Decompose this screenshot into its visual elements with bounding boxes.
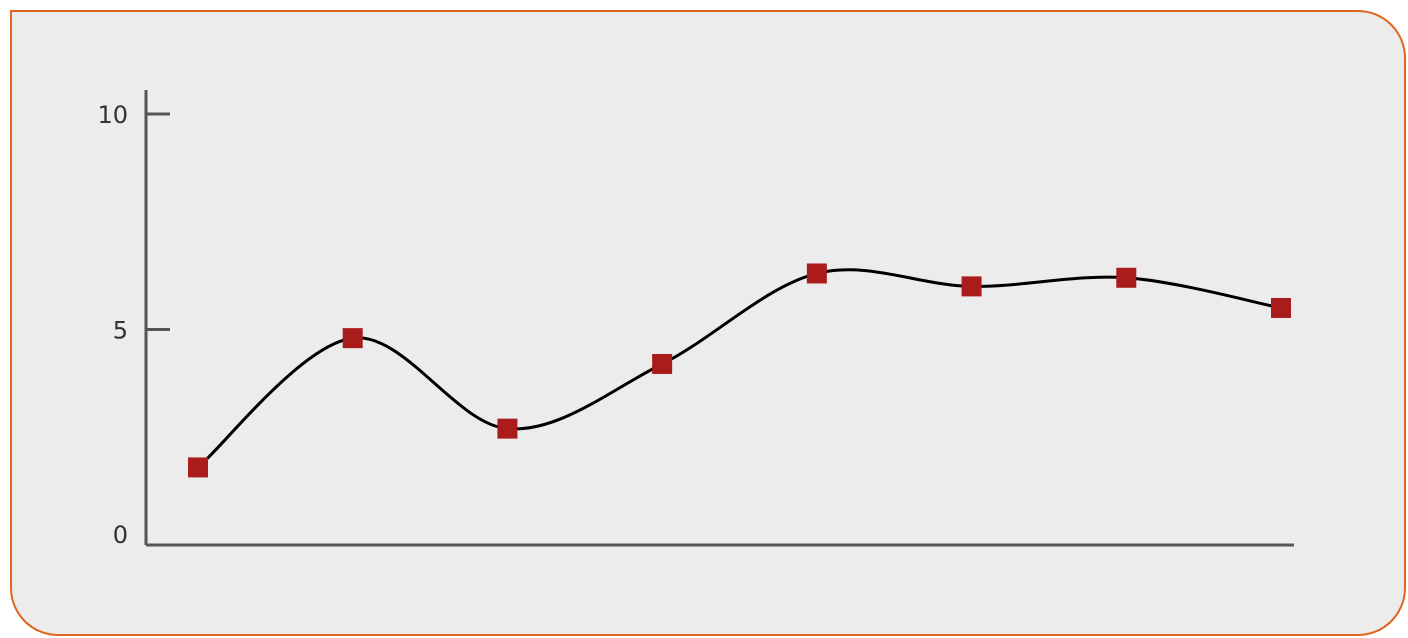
data-point-marker bbox=[1271, 297, 1291, 318]
data-point-marker bbox=[1116, 267, 1137, 288]
y-tick-label: 5 bbox=[113, 317, 128, 345]
data-point-marker bbox=[188, 457, 208, 478]
data-point-marker bbox=[342, 328, 363, 349]
y-ticks: 0 5 10 bbox=[97, 101, 170, 549]
series-markers bbox=[188, 263, 1291, 478]
series-line bbox=[197, 268, 1282, 469]
y-tick-label: 10 bbox=[97, 101, 128, 129]
data-point-marker bbox=[961, 276, 982, 297]
y-tick-label: 0 bbox=[113, 521, 128, 549]
data-point-marker bbox=[497, 418, 518, 439]
chart-panel bbox=[10, 10, 1406, 636]
axes bbox=[144, 90, 1294, 547]
data-point-marker bbox=[806, 263, 827, 284]
data-point-marker bbox=[652, 353, 673, 374]
